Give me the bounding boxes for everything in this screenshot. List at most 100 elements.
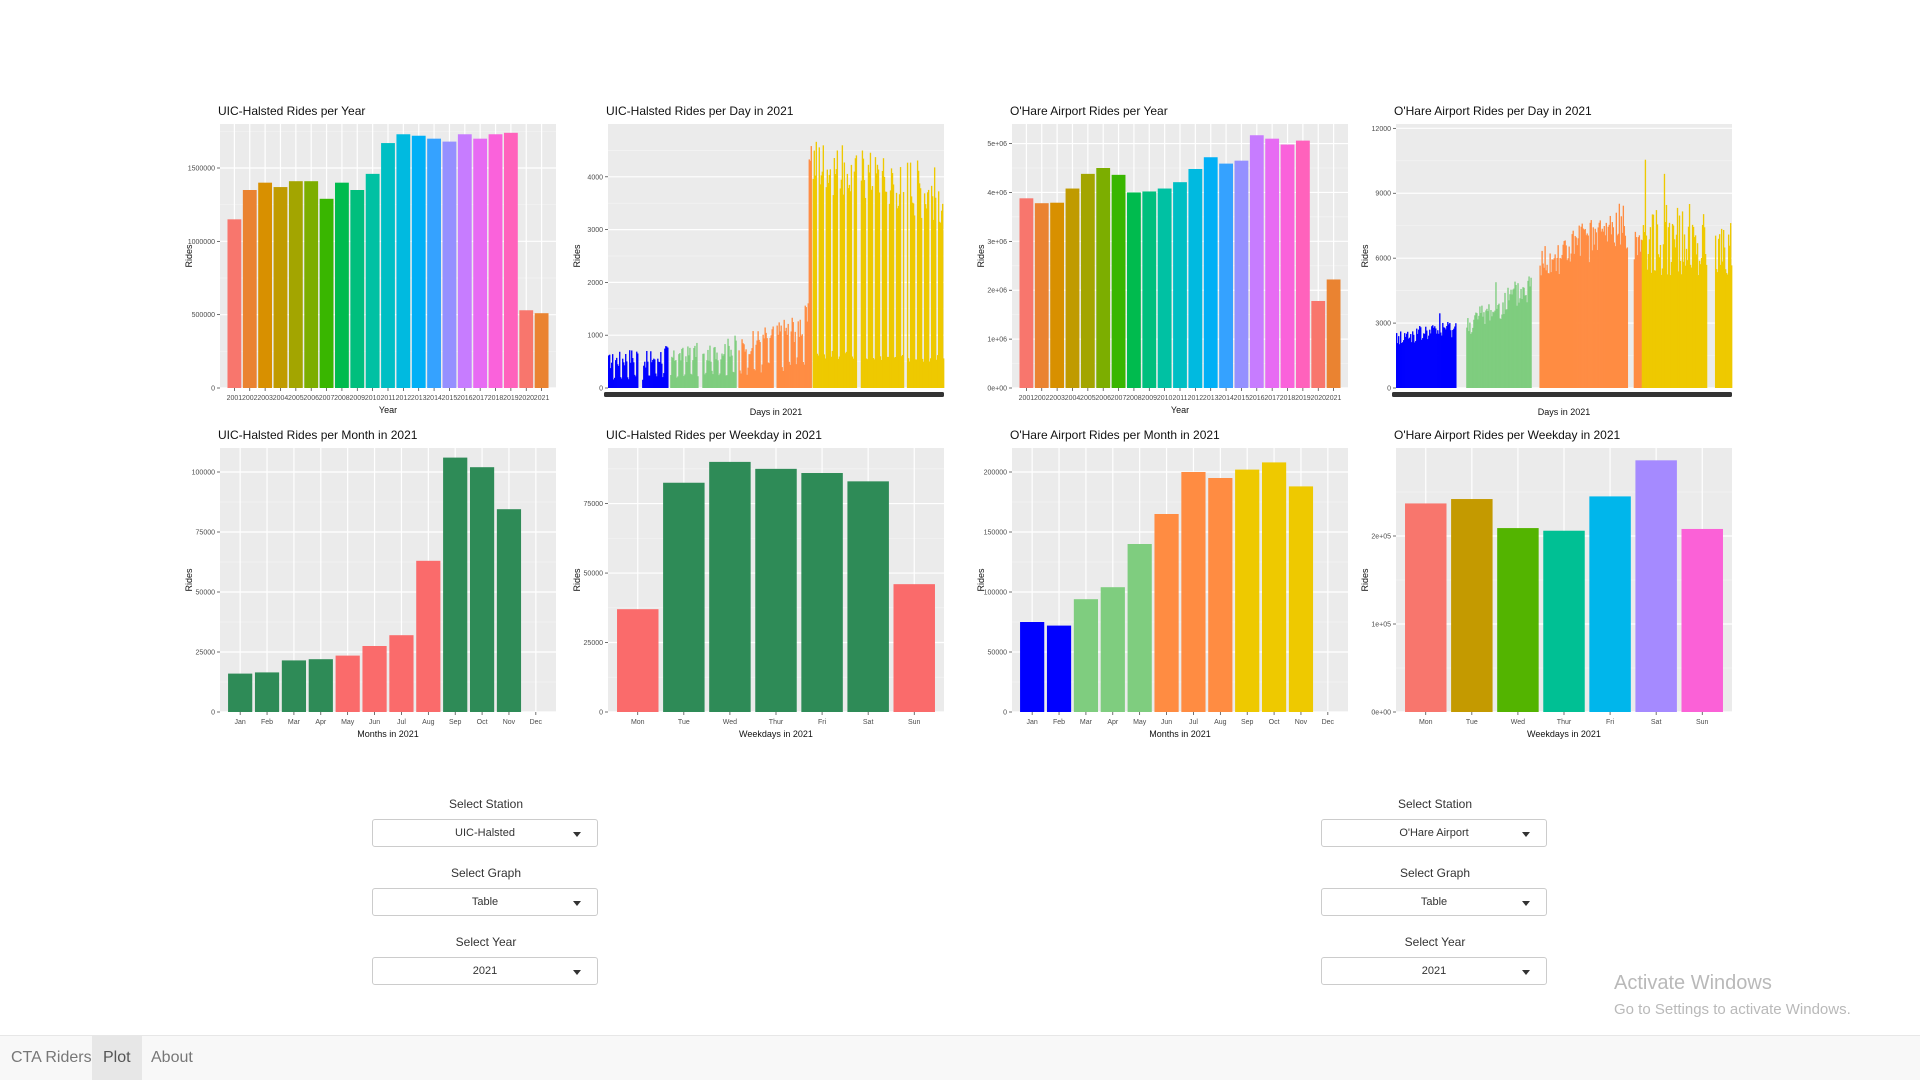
- day-bar: [779, 331, 781, 388]
- day-bar: [632, 358, 634, 388]
- day-bar: [657, 358, 659, 388]
- day-bar: [1701, 224, 1704, 388]
- day-bar: [1634, 231, 1637, 388]
- day-bar: [706, 360, 708, 388]
- bar-2020: [1311, 300, 1326, 388]
- station-select[interactable]: O'Hare Airport: [1321, 819, 1547, 847]
- day-bar: [1715, 269, 1718, 388]
- day-bar: [902, 192, 905, 388]
- day-bar: [892, 184, 895, 388]
- x-axis-title: Weekdays in 2021: [1527, 729, 1601, 739]
- day-bar: [1647, 254, 1650, 388]
- year-select[interactable]: 2021: [1321, 957, 1547, 985]
- day-bar: [1443, 327, 1445, 388]
- day-bar: [1682, 261, 1685, 388]
- day-bar: [1397, 343, 1399, 388]
- day-bar: [896, 208, 899, 388]
- day-bar: [1422, 338, 1424, 388]
- nav-tab-about[interactable]: About: [151, 1049, 193, 1066]
- day-bar: [876, 164, 879, 388]
- day-bar: [1602, 231, 1604, 388]
- day-bar: [1519, 298, 1521, 388]
- bar-2012: [396, 134, 411, 388]
- nav-brand-cta-riders[interactable]: CTA Riders: [11, 1049, 92, 1066]
- day-bar: [751, 348, 753, 388]
- day-bar: [1551, 259, 1553, 388]
- bar-2006: [1096, 168, 1111, 388]
- day-bar: [1517, 283, 1519, 388]
- day-bar: [778, 322, 780, 388]
- day-bar: [1543, 267, 1545, 388]
- day-bar: [814, 175, 816, 388]
- day-bar: [1411, 342, 1413, 388]
- y-tick-label: 500000: [192, 312, 215, 319]
- day-bar: [829, 169, 832, 388]
- day-bar: [720, 359, 722, 388]
- day-bar: [1453, 328, 1455, 388]
- day-bar: [1488, 304, 1490, 388]
- x-tick-label: Sep: [1241, 719, 1254, 726]
- x-tick-label: Tue: [1466, 719, 1478, 726]
- day-bar: [758, 339, 760, 388]
- x-tick-label: May: [341, 719, 355, 726]
- day-bar: [927, 189, 930, 388]
- day-bar: [812, 178, 814, 388]
- day-bar: [1408, 338, 1410, 388]
- bar-2006: [304, 181, 319, 388]
- day-bar: [1726, 274, 1729, 388]
- day-bar: [920, 217, 923, 388]
- day-bar: [1529, 286, 1531, 388]
- day-bar: [1705, 264, 1708, 388]
- day-bar: [865, 358, 868, 388]
- bar-2002: [1034, 203, 1049, 388]
- day-bar: [635, 376, 637, 388]
- x-tick-label: 2001: [227, 395, 243, 402]
- day-bar: [1500, 318, 1502, 388]
- day-bar: [1550, 272, 1552, 388]
- day-bar: [692, 360, 694, 388]
- day-bar: [886, 356, 889, 388]
- watermark-title: Activate Windows: [1614, 972, 1772, 994]
- day-bar: [941, 203, 944, 388]
- nav-tab-plot[interactable]: Plot: [92, 1036, 142, 1080]
- chart-title: UIC-Halsted Rides per Day in 2021: [606, 104, 794, 118]
- chevron-down-icon: [1522, 970, 1530, 975]
- day-bar: [743, 344, 745, 388]
- day-bar: [624, 365, 626, 388]
- day-bar: [1501, 314, 1503, 388]
- x-tick-label: Aug: [422, 719, 435, 726]
- day-bar: [1494, 310, 1496, 388]
- day-bar: [1567, 258, 1569, 388]
- day-bar: [664, 348, 666, 388]
- day-bar: [1612, 227, 1614, 388]
- day-bar: [1487, 311, 1489, 388]
- day-bar: [1574, 235, 1576, 388]
- x-tick-label: Mar: [288, 719, 301, 726]
- bar-2014: [1219, 163, 1233, 388]
- bar-jun: [1154, 514, 1179, 712]
- bar-mar: [281, 660, 307, 712]
- day-bar: [844, 353, 847, 388]
- day-bar: [895, 192, 898, 388]
- x-tick-label: Jun: [1161, 719, 1172, 726]
- day-bar: [1718, 234, 1721, 388]
- day-bar: [1644, 159, 1647, 388]
- day-bar: [1676, 207, 1679, 388]
- day-bar: [797, 321, 799, 388]
- day-bar: [653, 358, 655, 388]
- day-bar: [1622, 205, 1625, 388]
- graph-select[interactable]: Table: [1321, 888, 1547, 916]
- x-tick-label: 2020: [518, 395, 534, 402]
- bar-fri: [1589, 496, 1631, 712]
- graph-select[interactable]: Table: [372, 888, 598, 916]
- bar-may: [1127, 544, 1152, 712]
- x-tick-label: 2002: [1034, 395, 1050, 402]
- day-bar: [663, 373, 665, 388]
- day-bar: [827, 182, 830, 388]
- day-bar: [764, 327, 766, 388]
- day-bar: [1446, 326, 1448, 388]
- station-select[interactable]: UIC-Halsted: [372, 819, 598, 847]
- day-bar: [1561, 254, 1563, 388]
- year-select[interactable]: 2021: [372, 957, 598, 985]
- day-bar: [1468, 331, 1470, 388]
